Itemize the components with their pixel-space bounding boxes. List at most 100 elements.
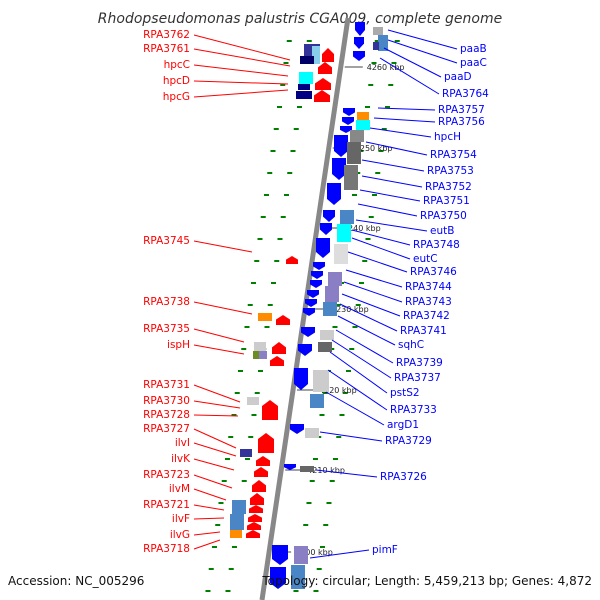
leader-line: [361, 175, 423, 188]
track-dot: [323, 524, 329, 526]
gene-label-reverse: paaC: [460, 57, 487, 69]
gene-label-reverse: RPA3752: [425, 181, 472, 193]
track-dot: [228, 568, 234, 570]
gene-label-reverse: RPA3733: [390, 404, 437, 416]
track-dot: [309, 480, 315, 482]
reverse-gene: [320, 223, 332, 235]
track-guides: [205, 40, 400, 592]
leader-line: [387, 39, 458, 64]
leader-line: [383, 47, 442, 78]
track-dot: [228, 436, 234, 438]
feature-block: [294, 546, 308, 564]
leader-line: [329, 351, 388, 394]
feature-block: [344, 165, 358, 190]
ruler-label: 4250 kbp: [355, 144, 393, 153]
track-dot: [319, 546, 325, 548]
track-dot: [257, 370, 263, 372]
leader-line: [319, 431, 383, 442]
leader-line: [373, 117, 436, 123]
leader-line: [345, 269, 403, 288]
track-dot: [283, 194, 289, 196]
track-dot: [339, 414, 345, 416]
gene-label-forward: ilvM: [169, 483, 190, 495]
track-dot: [237, 370, 243, 372]
track-dot: [287, 172, 293, 174]
gene-label-forward: RPA3731: [143, 379, 190, 391]
forward-gene: [248, 514, 262, 522]
feature-block: [254, 342, 266, 352]
feature-block: [258, 313, 272, 321]
leader-line: [337, 315, 396, 346]
gene-label-reverse: RPA3729: [385, 435, 432, 447]
gene-label-reverse: paaD: [444, 71, 472, 83]
feature-block: [247, 397, 259, 405]
forward-gene: [272, 342, 286, 354]
track-dot: [244, 326, 250, 328]
leader-line: [193, 240, 253, 253]
track-dot: [221, 480, 227, 482]
feature-block: [350, 130, 364, 142]
forward-gene: [322, 48, 334, 62]
track-dot: [368, 216, 374, 218]
gene-label-reverse: RPA3757: [438, 104, 485, 116]
track-dot: [306, 40, 312, 42]
track-dot: [215, 524, 221, 526]
feature-block: [300, 466, 314, 472]
leader-line: [327, 369, 388, 411]
leader-line: [361, 159, 425, 172]
leader-line: [351, 237, 411, 260]
feature-block: [312, 46, 320, 64]
track-dot: [270, 282, 276, 284]
track-dot: [218, 502, 224, 504]
forward-gene: [315, 78, 331, 90]
leader-line: [193, 48, 291, 67]
gene-features: [230, 22, 388, 589]
leader-line: [193, 414, 239, 417]
reverse-gene: [284, 464, 296, 470]
feature-block: [325, 286, 339, 302]
track-dot: [263, 194, 269, 196]
feature-block: [356, 120, 370, 130]
track-dot: [378, 150, 384, 152]
gene-label-reverse: RPA3744: [405, 281, 452, 293]
gene-label-reverse: RPA3741: [400, 325, 447, 337]
forward-gene: [318, 62, 332, 74]
track-dot: [355, 304, 361, 306]
leader-line: [193, 344, 245, 355]
reverse-gene: [342, 117, 354, 125]
gene-label-reverse: pimF: [372, 544, 398, 556]
gene-label-reverse: RPA3739: [396, 357, 443, 369]
gene-label-reverse: eutC: [413, 253, 438, 265]
reverse-gene: [332, 158, 346, 180]
track-dot: [306, 502, 312, 504]
leader-line: [193, 301, 253, 315]
gene-label-forward: hpcC: [164, 59, 190, 71]
feature-block: [296, 91, 312, 99]
track-dot: [205, 590, 211, 592]
feature-block: [378, 35, 388, 51]
leader-line: [387, 29, 458, 50]
track-dot: [241, 480, 247, 482]
accession-label: Accession: NC_005296: [8, 574, 144, 588]
leader-line: [315, 469, 378, 478]
track-dot: [335, 304, 341, 306]
track-dot: [303, 524, 309, 526]
track-dot: [336, 436, 342, 438]
feature-block: [328, 272, 342, 286]
track-dot: [351, 194, 357, 196]
gene-label-reverse: RPA3737: [394, 372, 441, 384]
leader-line: [193, 384, 241, 403]
track-dot: [312, 458, 318, 460]
gene-label-forward: RPA3727: [143, 423, 190, 435]
ruler-label: 4240 kbp: [343, 224, 381, 233]
track-dot: [211, 546, 217, 548]
track-dot: [313, 590, 319, 592]
gene-label-reverse: sqhC: [398, 339, 424, 351]
reverse-gene: [272, 545, 288, 565]
forward-gene: [254, 467, 268, 477]
reverse-gene: [298, 344, 312, 356]
track-dot: [270, 150, 276, 152]
gene-label-forward: ilvF: [172, 513, 190, 525]
track-dot: [247, 304, 253, 306]
track-dot: [322, 392, 328, 394]
